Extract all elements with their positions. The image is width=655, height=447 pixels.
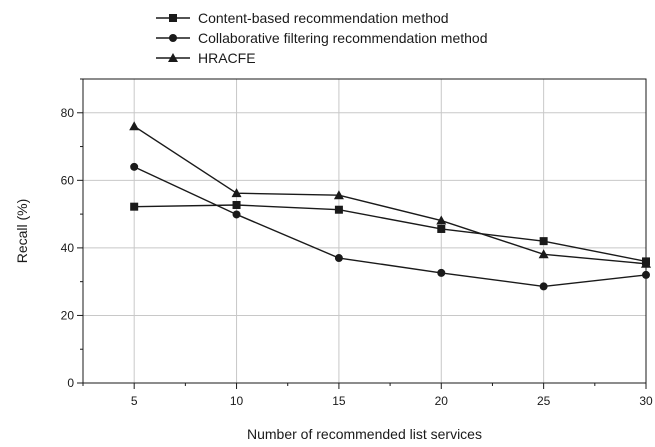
data-point [232, 200, 241, 209]
legend-label: HRACFE [198, 50, 256, 66]
y-axis-ticks: 0 20 40 60 80 [61, 78, 83, 390]
series-line [133, 166, 647, 288]
legend: Content-based recommendation method Colla… [156, 10, 487, 66]
legend-item: HRACFE [156, 50, 256, 66]
series-2 [130, 162, 650, 291]
y-tick-label: 80 [61, 106, 75, 120]
plot-frame [82, 78, 647, 384]
data-point [334, 205, 343, 214]
x-axis-title: Number of recommended list services [247, 426, 482, 442]
data-point [334, 254, 343, 263]
y-tick-label: 0 [67, 376, 74, 390]
y-tick-label: 40 [61, 241, 75, 255]
series-layer [129, 121, 651, 291]
series-1 [130, 200, 650, 266]
x-tick-label: 30 [639, 394, 653, 408]
data-point [129, 121, 140, 131]
y-tick-label: 60 [61, 173, 75, 187]
x-tick-label: 15 [332, 394, 346, 408]
data-point [232, 210, 241, 219]
legend-marker [169, 14, 177, 22]
data-point [539, 282, 548, 291]
grid-lines [83, 79, 647, 383]
data-point [130, 202, 139, 211]
data-point [539, 237, 548, 246]
legend-item: Collaborative filtering recommendation m… [156, 30, 487, 46]
data-point [641, 258, 651, 268]
data-point [538, 249, 549, 259]
x-axis-ticks: 5 10 15 20 25 30 [82, 383, 653, 408]
legend-label: Content-based recommendation method [198, 10, 449, 26]
x-tick-label: 20 [435, 394, 449, 408]
data-point [333, 190, 344, 200]
legend-marker [169, 34, 177, 42]
x-tick-label: 10 [230, 394, 244, 408]
data-point [436, 215, 447, 225]
data-point [642, 270, 650, 279]
data-point [231, 188, 242, 198]
x-tick-label: 25 [537, 394, 551, 408]
x-tick-label: 5 [131, 394, 138, 408]
data-point [437, 224, 446, 233]
series-3 [129, 121, 651, 268]
series-line [134, 204, 647, 263]
series-line [133, 125, 647, 265]
data-point [130, 162, 139, 171]
legend-marker [168, 53, 178, 62]
y-tick-label: 20 [61, 308, 75, 322]
y-axis-title: Recall (%) [14, 199, 30, 264]
data-point [437, 268, 446, 277]
legend-item: Content-based recommendation method [156, 10, 449, 26]
legend-label: Collaborative filtering recommendation m… [198, 30, 487, 46]
